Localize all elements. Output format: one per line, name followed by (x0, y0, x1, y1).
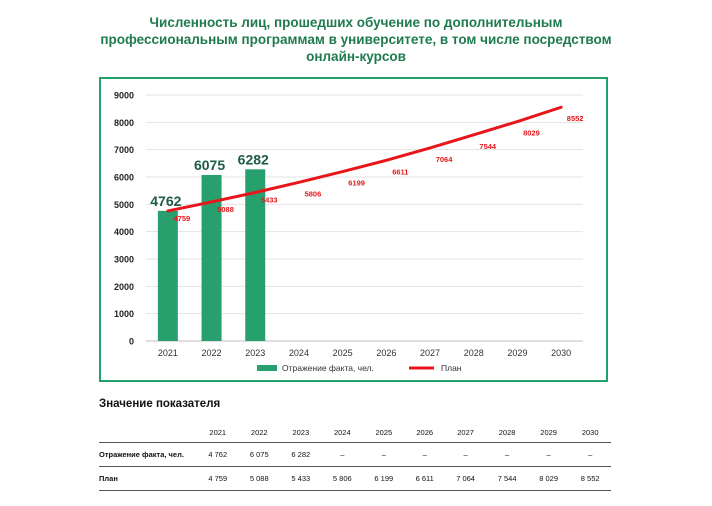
y-tick-label: 8000 (114, 118, 134, 128)
chart-frame: 0 1000 2000 3000 4000 5000 6000 7000 8000 9000 202… (99, 77, 608, 382)
x-tick-label: 2026 (376, 348, 396, 358)
chart-title: Численность лиц, прошедших обучение по д… (60, 14, 652, 65)
x-tick-label: 2025 (333, 348, 353, 358)
bar (245, 169, 266, 341)
plan-data-label: 5433 (261, 195, 278, 204)
y-tick-label: 0 (129, 337, 134, 347)
table-header-cell: 2021 (209, 427, 227, 437)
table-row: План 4 759 5 088 5 433 5 806 6 199 6 611 7 064 7… (99, 466, 611, 490)
plan-data-label: 8552 (567, 114, 584, 123)
table-cell: 4 762 (208, 449, 228, 459)
bar (157, 210, 178, 341)
plan-data-label: 4759 (174, 214, 191, 223)
table-cell: – (505, 449, 510, 459)
bar-data-label: 6075 (194, 157, 225, 173)
title-line: Численность лиц, прошедших обучение по д… (149, 15, 563, 30)
table-cell: 8 029 (539, 473, 559, 483)
table-row: Отражение факта, чел. 4 762 6 075 6 282 – – – –… (99, 442, 611, 466)
table-cell: 6 199 (374, 473, 394, 483)
table-cell: 5 806 (332, 473, 352, 483)
table-header-cell: 2023 (292, 427, 310, 437)
y-tick-label: 3000 (114, 255, 134, 265)
table-cell: – (422, 449, 427, 459)
table-cell: 7 544 (497, 473, 517, 483)
table-title: Значение показателя (99, 398, 221, 410)
table-cell: 6 075 (249, 449, 269, 459)
x-tick-label: 2027 (420, 348, 440, 358)
y-tick-label: 6000 (114, 173, 134, 183)
table-header-cell (99, 423, 197, 442)
y-tick-label: 7000 (114, 145, 134, 155)
x-tick-label: 2030 (551, 348, 571, 358)
x-tick-label: 2028 (464, 348, 484, 358)
plan-data-label: 6199 (348, 179, 365, 188)
table-header-cell: 2026 (416, 427, 434, 437)
table-cell: – (588, 449, 593, 459)
plan-line (166, 105, 563, 213)
x-tick-label: 2023 (245, 348, 265, 358)
plan-data-label: 5088 (217, 205, 234, 214)
table-cell: – (546, 449, 551, 459)
plan-data-label: 6611 (392, 167, 408, 176)
title-line: онлайн-курсов (306, 49, 406, 64)
legend-bar-label: Отражение факта, чел. (282, 363, 374, 373)
y-tick-label: 1000 (114, 309, 134, 319)
table-header-cell: 2028 (498, 427, 516, 437)
values-table: 2021 2022 2023 2024 2025 2026 2027 2028 2029 2030… (99, 423, 611, 491)
plan-data-label: 7544 (479, 142, 497, 151)
table-header-row: 2021 2022 2023 2024 2025 2026 2027 2028 2029 2030 (99, 423, 611, 442)
bar (201, 174, 222, 341)
y-tick-label: 4000 (114, 227, 134, 237)
table-header-cell: 2030 (581, 427, 599, 437)
legend-line-label: План (441, 363, 462, 373)
x-tick-label: 2022 (202, 348, 222, 358)
table-header-cell: 2029 (540, 427, 557, 437)
table-header-cell: 2025 (375, 427, 393, 437)
table-cell: План (99, 473, 118, 483)
x-tick-label: 2024 (289, 348, 309, 358)
table-cell: 7 064 (456, 473, 475, 483)
x-tick-label: 2029 (507, 348, 527, 358)
x-tick-label: 2021 (158, 348, 178, 358)
plan-data-label: 8029 (523, 129, 540, 138)
title-line: профессиональным программам в университе… (100, 32, 612, 47)
bar-data-label: 4762 (150, 193, 181, 209)
table-cell: Отражение факта, чел. (99, 449, 184, 459)
y-tick-label: 5000 (114, 200, 134, 210)
plan-data-label: 5806 (305, 189, 322, 198)
table-cell: 6 282 (291, 449, 311, 459)
table-header-cell: 2027 (457, 427, 474, 437)
legend-bar-swatch (257, 365, 277, 371)
table-cell: 4 759 (208, 473, 228, 483)
y-tick-label: 2000 (114, 282, 134, 292)
table-header-cell: 2024 (333, 427, 351, 437)
table-header-cell: 2022 (250, 427, 268, 437)
bar-data-label: 6282 (238, 151, 269, 167)
y-tick-label: 9000 (114, 91, 134, 101)
table-cell: 8 552 (580, 473, 600, 483)
table-cell: – (463, 449, 468, 459)
table-cell: 6 611 (415, 473, 434, 483)
table-cell: – (340, 449, 345, 459)
table-cell: 5 088 (249, 473, 269, 483)
plan-data-label: 7064 (436, 155, 454, 164)
table-cell: – (381, 449, 386, 459)
table-cell: 5 433 (291, 473, 311, 483)
chart-svg: 0 1000 2000 3000 4000 5000 6000 7000 8000 9000 202… (114, 91, 584, 374)
